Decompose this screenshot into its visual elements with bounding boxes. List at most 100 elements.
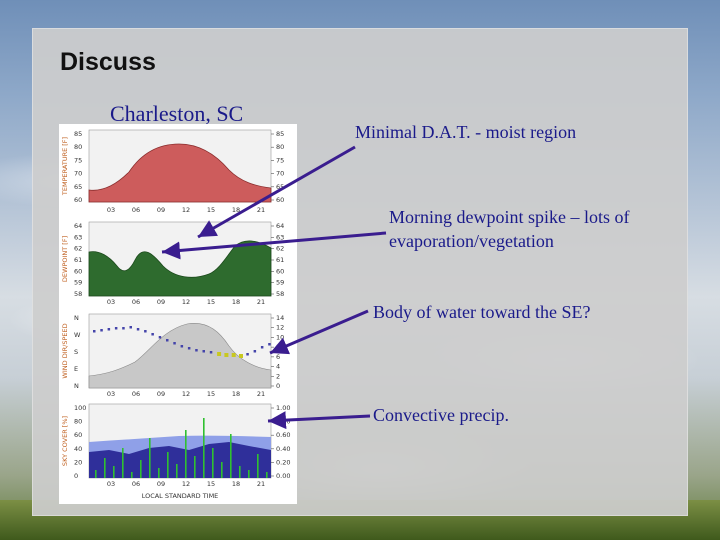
wind-direction-dot [180,345,184,348]
meteogram-right-tick: 14 [276,314,284,322]
slide-subtitle: Charleston, SC [110,101,244,126]
meteogram-hour-tick: 12 [182,390,190,398]
meteogram-hour-tick: 09 [157,298,165,306]
meteogram-image: TEMPERATURE [F] 85 80 75 70 65 60 85 80 75 70 65 60 D… [59,124,297,504]
wind-direction-dot [129,326,132,329]
meteogram-hour-tick: 09 [157,480,165,488]
precip-bar [239,466,241,478]
meteogram-right-tick: 85 [276,130,284,138]
precip-bar [149,438,151,478]
meteogram-hour-tick: 06 [132,480,140,488]
meteogram-right-tick: 0 [276,382,280,390]
meteogram-hour-tick: 03 [107,480,115,488]
note-body-of-water: Body of water toward the SE? [373,302,591,322]
meteogram-panel-ylabel: SKY COVER [%] [61,416,69,466]
arrow-dewpoint-spike [161,231,387,260]
meteogram-right-tick: 60 [276,196,284,204]
meteogram-hour-tick: 12 [182,298,190,306]
meteogram-right-tick: 10 [276,333,284,341]
sky-cover-dark-area [89,442,271,478]
meteogram-hour-tick: 18 [232,480,240,488]
meteogram-hour-tick: 21 [257,298,265,306]
precip-bar [131,472,133,478]
meteogram-hour-tick: 09 [157,390,165,398]
meteogram-left-tick: 80 [74,143,82,151]
wind-direction-dot [253,350,257,353]
meteogram-left-tick: 65 [74,183,82,191]
wind-direction-dot [195,349,198,352]
wind-direction-dot [93,330,96,333]
meteogram-right-tick: 1.00 [276,404,290,412]
meteogram-hour-tick: 06 [132,206,140,214]
meteogram-right-tick: 80 [276,143,284,151]
precip-bar [140,460,142,478]
meteogram-panel-ylabel: DEWPOINT [F] [61,236,69,282]
meteogram-hour-tick: 21 [257,480,265,488]
meteogram-left-tick: 0 [74,472,78,480]
arrow-minimal-dat [197,145,356,239]
meteogram-hour-tick: 18 [232,390,240,398]
wind-direction-dot [107,328,111,331]
meteogram-right-tick: 0.00 [276,472,290,480]
wind-direction-dot [231,353,236,357]
meteogram-graphic: TEMPERATURE [F]858075706560858075706560D… [61,129,290,500]
meteogram-left-tick: 80 [74,418,82,426]
wind-direction-dot [260,346,264,349]
meteogram-right-tick: 6 [276,353,280,361]
meteogram-left-tick: 40 [74,445,82,453]
meteogram-right-tick: 0.20 [276,458,290,466]
wind-direction-dot [202,350,205,353]
wind-direction-dot [100,329,103,332]
note-convective-precip: Convective precip. [373,405,509,425]
meteogram-left-tick: 85 [74,130,82,138]
precip-bar [230,434,232,478]
meteogram-hour-tick: 15 [207,298,215,306]
meteogram-right-tick: 63 [276,233,284,241]
meteogram-left-tick: W [74,331,81,339]
meteogram-left-tick: 58 [74,290,82,298]
meteogram-hour-tick: 06 [132,298,140,306]
meteogram-right-tick: 2 [276,372,280,380]
meteogram-hour-tick: 12 [182,480,190,488]
wind-direction-dot [187,347,191,350]
precip-bar [104,458,106,478]
meteogram-left-tick: 60 [74,431,82,439]
dewpoint-area [88,240,272,297]
meteogram-left-tick: 20 [74,458,82,466]
meteogram-left-tick: 70 [74,170,82,178]
wind-direction-dot [136,328,140,331]
precip-bar [176,464,178,478]
meteogram-left-tick: N [74,314,79,322]
meteogram-hour-tick: 15 [207,480,215,488]
slide-title: Discuss [60,48,156,76]
wind-direction-dot [166,339,169,342]
meteogram-left-tick: 100 [74,404,86,412]
meteogram-left-tick: N [74,382,79,390]
meteogram-hour-tick: 15 [207,390,215,398]
precip-bar [167,452,169,478]
meteogram-hour-tick: 03 [107,298,115,306]
precip-bar [185,430,187,478]
meteogram-left-tick: 61 [74,256,82,264]
meteogram-hour-tick: 12 [182,206,190,214]
meteogram-left-tick: 75 [74,156,82,164]
wind-direction-dot [144,330,147,333]
wind-direction-dot [209,351,213,354]
arrow-convective-precip [267,411,371,430]
precip-bar [113,466,115,478]
meteogram-panel-ylabel: WIND DIR/SPEED [61,323,69,378]
meteogram-right-tick: 59 [276,279,284,287]
wind-speed-area [88,323,272,389]
precip-bar [95,470,97,478]
meteogram-left-tick: 60 [74,267,82,275]
temperature-area [88,143,272,203]
wind-direction-dot [173,342,176,345]
meteogram-left-tick: E [74,365,78,373]
note-dewpoint-spike: Morning dewpoint spike – lots of evapora… [389,207,630,251]
precip-bar [194,456,196,478]
wind-direction-dot [217,352,222,356]
arrow-body-of-water [269,309,369,355]
meteogram-right-tick: 0.40 [276,445,290,453]
meteogram-hour-tick: 21 [257,390,265,398]
wind-direction-dot [151,333,154,336]
